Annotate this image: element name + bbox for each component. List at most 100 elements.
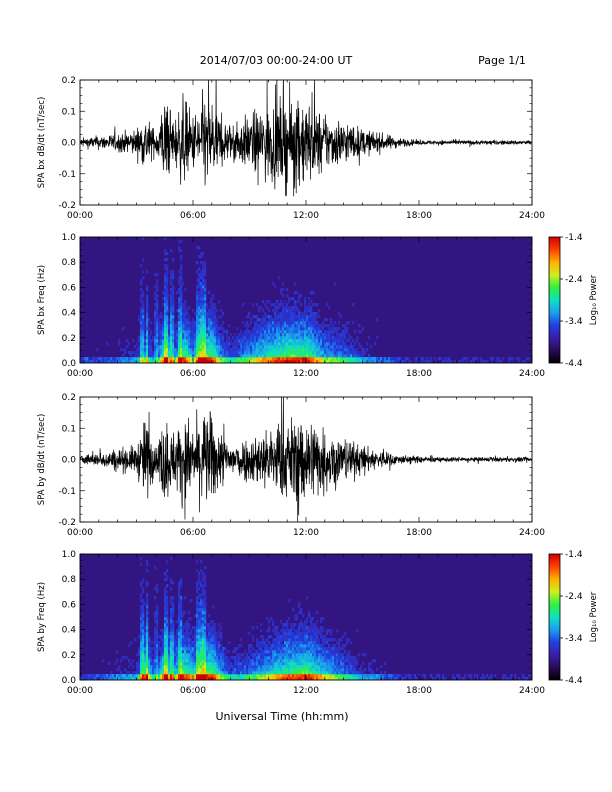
- spectrogram-cell: [330, 638, 333, 642]
- spectrogram-cell: [326, 360, 329, 363]
- spectrogram-cell: [308, 656, 311, 660]
- spectrogram-cell: [146, 668, 149, 672]
- spectrogram-cell: [146, 560, 149, 564]
- spectrogram-cell: [306, 662, 309, 666]
- spectrogram-cell: [294, 291, 297, 295]
- spectrogram-cell: [276, 653, 279, 657]
- y-tick-label: 0.4: [62, 626, 77, 636]
- spectrogram-cell: [330, 650, 333, 654]
- spectrogram-cell: [236, 348, 239, 352]
- spectrogram-cell: [350, 342, 353, 346]
- spectrogram-cell: [154, 632, 157, 636]
- spectrogram-cell: [194, 641, 197, 645]
- spectrogram-cell: [204, 306, 207, 310]
- spectrogram-cell: [258, 339, 261, 343]
- spectrogram-cell: [376, 668, 379, 672]
- spectrogram-cell: [234, 333, 237, 337]
- spectrogram-cell: [174, 336, 177, 340]
- spectrogram-cell: [200, 581, 203, 585]
- spectrogram-cell: [210, 333, 213, 337]
- spectrogram-cell: [200, 357, 203, 361]
- spectrogram-cell: [162, 629, 165, 633]
- spectrogram-cell: [222, 665, 225, 669]
- spectrogram-cell: [142, 258, 145, 262]
- spectrogram-cell: [334, 330, 337, 334]
- spectrogram-cell: [324, 351, 327, 355]
- spectrogram-cell: [166, 303, 169, 307]
- spectrogram-cell: [272, 348, 275, 352]
- spectrogram-cell: [480, 357, 483, 361]
- spectrogram-cell: [204, 321, 207, 325]
- spectrogram-cell: [212, 339, 215, 343]
- spectrogram-cell: [156, 605, 159, 609]
- spectrogram-cell: [260, 354, 263, 358]
- spectrogram-cell: [146, 336, 149, 340]
- spectrogram-cell: [86, 674, 89, 678]
- spectrogram-cell: [262, 300, 265, 304]
- spectrogram-cell: [292, 312, 295, 316]
- spectrogram-cell: [200, 261, 203, 265]
- spectrogram-cell: [200, 635, 203, 639]
- spectrogram-cell: [164, 617, 167, 621]
- spectrogram-cell: [484, 360, 487, 363]
- spectrogram-cell: [280, 345, 283, 349]
- spectrogram-cell: [306, 671, 309, 675]
- spectrogram-cell: [186, 354, 189, 358]
- spectrogram-cell: [196, 659, 199, 663]
- spectrogram-cell: [220, 333, 223, 337]
- spectrogram-cell: [258, 309, 261, 313]
- spectrogram-cell: [350, 677, 353, 680]
- spectrogram-cell: [338, 348, 341, 352]
- spectrogram-cell: [180, 357, 183, 361]
- spectrogram-cell: [104, 357, 107, 361]
- spectrogram-cell: [498, 357, 501, 361]
- spectrogram-cell: [166, 605, 169, 609]
- spectrogram-cell: [258, 360, 261, 363]
- spectrogram-cell: [166, 674, 169, 678]
- spectrogram-cell: [294, 644, 297, 648]
- spectrogram-cell: [140, 282, 143, 286]
- spectrogram-cell: [246, 354, 249, 358]
- spectrogram-cell: [258, 318, 261, 322]
- spectrogram-cell: [212, 644, 215, 648]
- spectrogram-cell: [148, 641, 151, 645]
- spectrogram-cell: [308, 671, 311, 675]
- spectrogram-cell: [166, 617, 169, 621]
- spectrogram-cell: [274, 336, 277, 340]
- spectrogram-cell: [166, 285, 169, 289]
- spectrogram-cell: [274, 629, 277, 633]
- spectrogram-cell: [200, 306, 203, 310]
- spectrogram-cell: [274, 333, 277, 337]
- y-tick-label: 0.0: [62, 359, 77, 369]
- spectrogram-cell: [140, 345, 143, 349]
- spectrogram-cell: [260, 324, 263, 328]
- spectrogram-cell: [186, 318, 189, 322]
- spectrogram-cell: [274, 647, 277, 651]
- spectrogram-cell: [180, 294, 183, 298]
- spectrogram-cell: [294, 327, 297, 331]
- plot-area: [80, 237, 532, 363]
- spectrogram-cell: [198, 677, 201, 680]
- spectrogram-cell: [218, 668, 221, 672]
- spectrogram-cell: [124, 357, 127, 361]
- spectrogram-cell: [212, 309, 215, 313]
- spectrogram-cell: [362, 653, 365, 657]
- spectrogram-cell: [160, 659, 163, 663]
- spectrogram-cell: [276, 665, 279, 669]
- spectrogram-cell: [148, 339, 151, 343]
- spectrogram-cell: [314, 659, 317, 663]
- spectrogram-cell: [356, 336, 359, 340]
- spectrogram-cell: [274, 668, 277, 672]
- spectrogram-cell: [298, 342, 301, 346]
- spectrogram-cell: [90, 674, 93, 678]
- spectrogram-cell: [306, 318, 309, 322]
- spectrogram-cell: [324, 345, 327, 349]
- spectrogram-cell: [202, 611, 205, 615]
- spectrogram-cell: [298, 641, 301, 645]
- spectrogram-cell: [192, 348, 195, 352]
- spectrogram-cell: [210, 342, 213, 346]
- spectrogram-cell: [300, 659, 303, 663]
- spectrogram-cell: [196, 246, 199, 250]
- spectrogram-cell: [212, 303, 215, 307]
- spectrogram-cell: [156, 273, 159, 277]
